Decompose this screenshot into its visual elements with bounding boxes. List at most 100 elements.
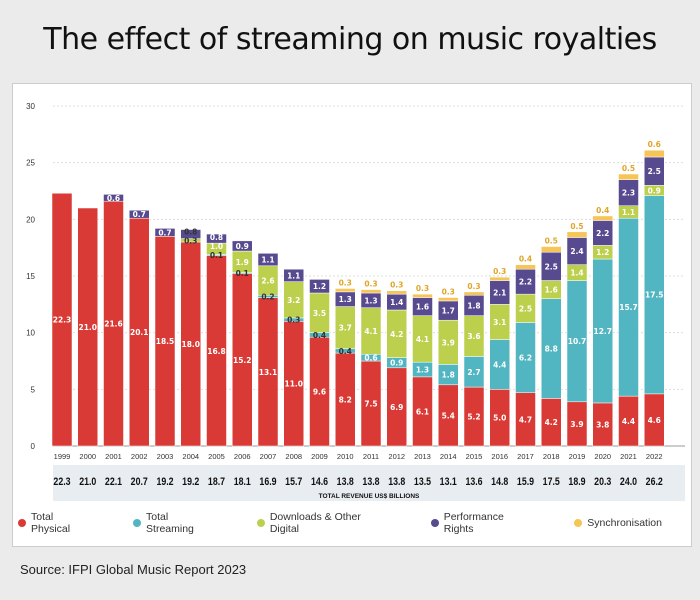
legend-item: Synchronisation (574, 511, 662, 535)
totals-band (53, 465, 685, 501)
bar-segment (103, 194, 124, 202)
data-label: 3.8 (596, 420, 609, 429)
data-label: 0.3 (467, 282, 480, 291)
y-tick-label: 25 (26, 159, 35, 168)
legend-item: Downloads & Other Digital (256, 511, 393, 535)
data-label: 1.6 (416, 303, 429, 312)
data-label: 1.2 (313, 282, 326, 291)
x-tick-label: 2004 (182, 452, 199, 461)
x-tick-label: 2011 (363, 452, 379, 461)
data-label: 0.6 (648, 140, 661, 149)
total-value: 26.2 (646, 476, 664, 488)
bar-segment (206, 233, 227, 244)
chart-panel: 0 5 10 15 20 25 30 22.3 1999 22.3 21.0 2000 21.0 21.6… (12, 83, 692, 547)
data-label: 1.3 (339, 295, 352, 304)
bar-segment (515, 264, 536, 270)
total-value: 18.9 (568, 476, 586, 488)
data-label: 2.6 (261, 277, 274, 286)
bar-segment (463, 291, 485, 296)
data-label: 3.5 (313, 309, 326, 318)
legend-label: Downloads & Other Digital (269, 511, 361, 535)
x-tick-label: 2016 (491, 452, 508, 461)
data-label: 21.0 (78, 323, 97, 332)
legend-swatch (133, 519, 142, 527)
total-value: 15.9 (517, 476, 535, 488)
data-label: 0.2 (261, 292, 274, 301)
source-note: Source: IFPI Global Music Report 2023 (20, 562, 247, 577)
x-tick-label: 2014 (440, 452, 457, 461)
data-label: 0.5 (545, 237, 558, 246)
data-label: 5.4 (442, 411, 455, 420)
data-label: 15.2 (233, 356, 252, 365)
data-label: 0.3 (184, 236, 197, 245)
data-label: 1.4 (390, 298, 403, 307)
data-label: 4.4 (493, 360, 506, 369)
y-tick-label: 0 (31, 442, 36, 451)
data-label: 15.7 (619, 303, 638, 312)
y-tick-label: 10 (26, 329, 35, 338)
data-label: 18.5 (156, 337, 175, 346)
data-label: 20.1 (130, 328, 149, 337)
total-value: 20.7 (131, 476, 149, 488)
x-tick-label: 2010 (337, 452, 354, 461)
total-value: 19.2 (182, 476, 200, 488)
data-label: 3.1 (493, 318, 506, 327)
legend-item: Total Streaming (133, 511, 219, 535)
bar-segment (51, 193, 73, 447)
x-tick-label: 1999 (54, 452, 71, 461)
data-label: 16.8 (207, 347, 226, 356)
x-tick-label: 2015 (466, 452, 483, 461)
total-value: 13.8 (337, 476, 355, 488)
legend-swatch (430, 519, 439, 527)
legend-label: Synchronisation (587, 517, 662, 529)
x-tick-label: 2003 (157, 452, 174, 461)
x-tick-label: 2019 (569, 452, 586, 461)
total-value: 17.5 (543, 476, 561, 488)
data-label: 0.4 (313, 331, 326, 340)
data-label: 2.5 (519, 304, 532, 313)
bar-segment (644, 149, 665, 158)
data-label: 4.7 (519, 415, 532, 424)
bar-segment (309, 279, 330, 294)
x-tick-label: 2018 (543, 452, 560, 461)
data-label: 0.1 (210, 251, 223, 260)
data-label: 1.9 (236, 258, 249, 267)
total-value: 13.6 (465, 476, 483, 488)
data-label: 3.2 (287, 296, 300, 305)
x-tick-label: 2009 (311, 452, 328, 461)
data-label: 4.1 (416, 335, 429, 344)
x-tick-label: 2006 (234, 452, 251, 461)
data-label: 4.2 (390, 330, 403, 339)
page-title: The effect of streaming on music royalti… (43, 22, 657, 57)
data-label: 0.3 (416, 284, 429, 293)
data-label: 17.5 (645, 291, 664, 300)
data-label: 3.9 (570, 420, 583, 429)
data-label: 6.9 (390, 403, 403, 412)
data-label: 0.1 (236, 269, 249, 278)
y-tick-label: 20 (26, 215, 35, 224)
bar-segment (566, 231, 588, 238)
legend-swatch (256, 519, 265, 527)
data-label: 0.3 (339, 278, 352, 287)
y-tick-label: 5 (31, 385, 36, 394)
total-value: 19.2 (156, 476, 174, 488)
data-label: 0.6 (107, 194, 120, 203)
data-label: 1.4 (570, 269, 583, 278)
data-label: 0.3 (442, 288, 455, 297)
legend-swatch (574, 519, 583, 527)
total-value: 13.8 (362, 476, 380, 488)
x-tick-label: 2012 (388, 452, 405, 461)
bar-segment (438, 297, 459, 302)
data-label: 2.3 (622, 189, 635, 198)
data-label: 4.2 (545, 418, 558, 427)
data-label: 1.1 (622, 208, 635, 217)
legend-label: Performance Rights (443, 511, 504, 535)
x-tick-label: 2021 (620, 452, 637, 461)
data-label: 2.5 (648, 167, 661, 176)
bar-segment (489, 276, 510, 281)
bar-segment (180, 229, 201, 239)
data-label: 1.1 (261, 256, 274, 265)
x-tick-label: 2020 (594, 452, 611, 461)
data-label: 1.6 (545, 286, 558, 295)
x-tick-label: 2022 (646, 452, 663, 461)
